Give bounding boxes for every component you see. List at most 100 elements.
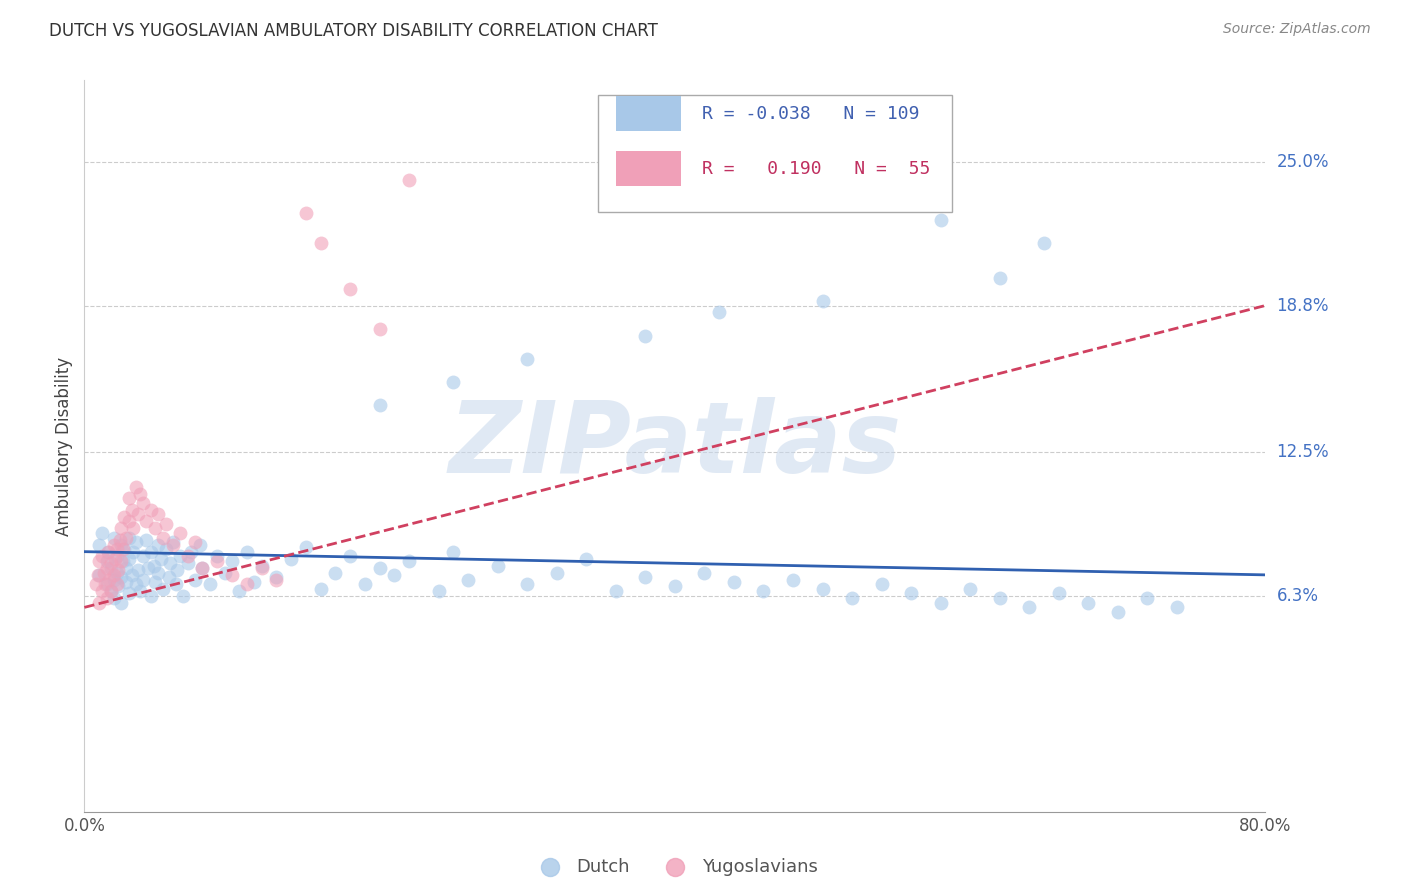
Point [155,542,177,557]
Point [709,305,731,319]
Point [112,509,135,524]
Point [110,538,132,552]
Point [132,549,155,564]
Point [664,579,686,593]
Point [605,584,627,599]
Point [368,398,391,412]
Point [221,567,243,582]
Point [309,235,332,250]
Point [100,561,122,575]
Point [811,293,834,308]
Text: R = -0.038   N = 109: R = -0.038 N = 109 [702,105,920,123]
Point [155,516,177,531]
Point [382,567,406,582]
Point [96,577,118,591]
FancyBboxPatch shape [616,152,681,186]
Point [295,540,318,554]
Point [122,521,145,535]
Point [100,556,122,570]
Point [157,570,180,584]
Point [309,582,332,596]
Point [103,567,125,582]
Point [152,531,174,545]
Text: 25.0%: 25.0% [1277,153,1329,170]
Point [166,563,188,577]
Point [165,577,187,591]
FancyBboxPatch shape [598,95,952,212]
Point [546,566,568,580]
Point [87,538,111,552]
Point [132,573,155,587]
Point [1136,591,1159,606]
Point [205,554,228,568]
Point [135,533,157,547]
Point [295,205,318,219]
Point [84,577,107,591]
Point [441,375,464,389]
Point [127,563,149,577]
Point [132,496,155,510]
Point [339,549,361,564]
Point [139,589,162,603]
Point [723,574,745,589]
Point [139,544,162,558]
FancyBboxPatch shape [616,96,681,131]
Point [323,566,347,580]
Point [250,561,273,575]
Point [121,567,143,582]
Text: 6.3%: 6.3% [1277,587,1319,605]
Point [870,577,893,591]
Point [172,589,194,603]
Point [98,573,121,587]
Point [96,591,118,606]
Point [152,582,174,596]
Point [118,551,141,566]
Point [100,584,122,599]
Point [177,556,200,570]
Point [135,515,157,529]
Point [114,574,136,589]
Point [114,531,136,545]
Point [988,591,1011,606]
Point [198,577,221,591]
Point [96,554,118,568]
Point [184,535,207,549]
Text: DUTCH VS YUGOSLAVIAN AMBULATORY DISABILITY CORRELATION CHART: DUTCH VS YUGOSLAVIAN AMBULATORY DISABILI… [49,22,658,40]
Point [105,566,128,580]
Point [108,533,131,547]
Point [148,566,170,580]
Point [118,491,141,506]
Point [129,486,152,500]
Point [228,584,250,599]
Point [191,561,214,575]
Text: Source: ZipAtlas.com: Source: ZipAtlas.com [1223,22,1371,37]
Point [221,554,243,568]
Point [339,282,361,296]
Point [125,535,148,549]
Point [516,577,538,591]
Point [841,591,863,606]
Point [148,508,170,522]
Text: 18.8%: 18.8% [1277,296,1329,315]
Point [110,570,132,584]
Point [368,561,391,575]
Point [169,549,191,564]
Point [929,212,952,227]
Point [782,573,804,587]
Point [110,554,132,568]
Point [87,554,111,568]
Point [159,556,181,570]
Point [184,573,207,587]
Point [398,173,420,187]
Point [118,531,141,545]
Point [107,579,129,593]
Point [110,521,132,535]
Point [235,577,259,591]
Legend: Dutch, Yugoslavians: Dutch, Yugoslavians [524,851,825,883]
Point [150,551,173,566]
Point [91,549,114,564]
Point [91,584,114,599]
Point [143,574,166,589]
Point [103,538,125,552]
Point [97,544,120,558]
